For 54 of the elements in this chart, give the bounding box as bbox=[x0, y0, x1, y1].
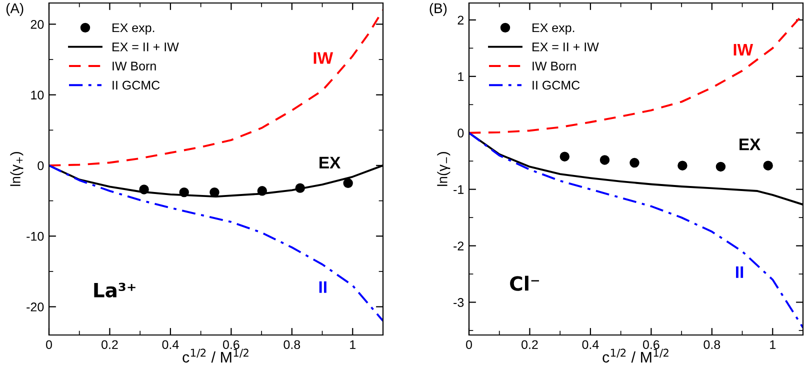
annotation: EX bbox=[320, 156, 341, 168]
x-tick-label: 0.6 bbox=[222, 340, 240, 350]
x-tick-label: 1 bbox=[770, 340, 776, 349]
y-tick-label: -3 bbox=[454, 298, 464, 307]
x-tick-label: 0.2 bbox=[522, 340, 538, 350]
x-tick-label: 0 bbox=[466, 340, 472, 350]
x-tick-label: 0.4 bbox=[162, 340, 179, 350]
x-tick-label: 0.6 bbox=[642, 340, 660, 350]
y-tick-label: -10 bbox=[26, 232, 44, 241]
y-tick-label: 0 bbox=[38, 161, 44, 170]
chart-title: (A) bbox=[6, 3, 24, 16]
legend-label: II GCMC bbox=[112, 80, 160, 90]
point bbox=[560, 152, 570, 162]
annotation: Cl⁻ bbox=[510, 276, 539, 291]
point bbox=[763, 160, 773, 170]
point bbox=[716, 162, 726, 172]
x-axis-title: c$^{1/2}$ / M$^{1/2}$ bbox=[182, 348, 248, 363]
annotation: EX bbox=[740, 138, 761, 150]
y-tick-label: 1 bbox=[458, 72, 464, 81]
annotation: La³⁺ bbox=[94, 282, 136, 298]
legend-label: II GCMC bbox=[532, 80, 580, 90]
legend-label: EX exp. bbox=[532, 23, 574, 35]
point bbox=[343, 178, 353, 188]
point bbox=[678, 160, 688, 170]
line-series bbox=[49, 9, 383, 166]
x-axis-title: c$^{1/2}$ / M$^{1/2}$ bbox=[602, 348, 668, 363]
y-tick-label: -20 bbox=[26, 302, 44, 312]
chart-title: (B) bbox=[430, 3, 447, 16]
y-tick-label: 10 bbox=[31, 90, 44, 100]
y-tick-label: 0 bbox=[458, 128, 464, 138]
point bbox=[600, 155, 610, 165]
y-tick-label: 20 bbox=[30, 20, 44, 29]
y-axis-title: ln(γ$_{−}$) bbox=[437, 152, 450, 186]
legend-label: EX = II + IW bbox=[532, 42, 599, 52]
annotation: II bbox=[319, 281, 326, 293]
x-tick-label: 0.4 bbox=[582, 340, 599, 350]
x-tick-label: 0.2 bbox=[102, 340, 118, 350]
y-tick-label: -1 bbox=[454, 185, 464, 194]
point bbox=[630, 158, 640, 168]
x-tick-label: 1 bbox=[350, 340, 356, 349]
y-tick-label: -2 bbox=[454, 242, 464, 250]
y-tick-label: 2 bbox=[458, 16, 464, 24]
annotation: IW bbox=[314, 52, 334, 64]
legend-label: EX exp. bbox=[112, 23, 154, 35]
y-axis-title: ln(γ$_{+}$) bbox=[10, 152, 24, 186]
legend-label: IW Born bbox=[112, 62, 156, 70]
legend-label: EX = II + IW bbox=[112, 42, 179, 52]
annotation: IW bbox=[734, 44, 754, 56]
line-series bbox=[469, 132, 803, 329]
x-tick-label: 0.8 bbox=[704, 340, 720, 350]
x-tick-label: 0.8 bbox=[284, 340, 300, 350]
annotation: II bbox=[736, 266, 744, 278]
x-tick-label: 0 bbox=[46, 340, 52, 350]
legend-label: IW Born bbox=[532, 62, 576, 70]
